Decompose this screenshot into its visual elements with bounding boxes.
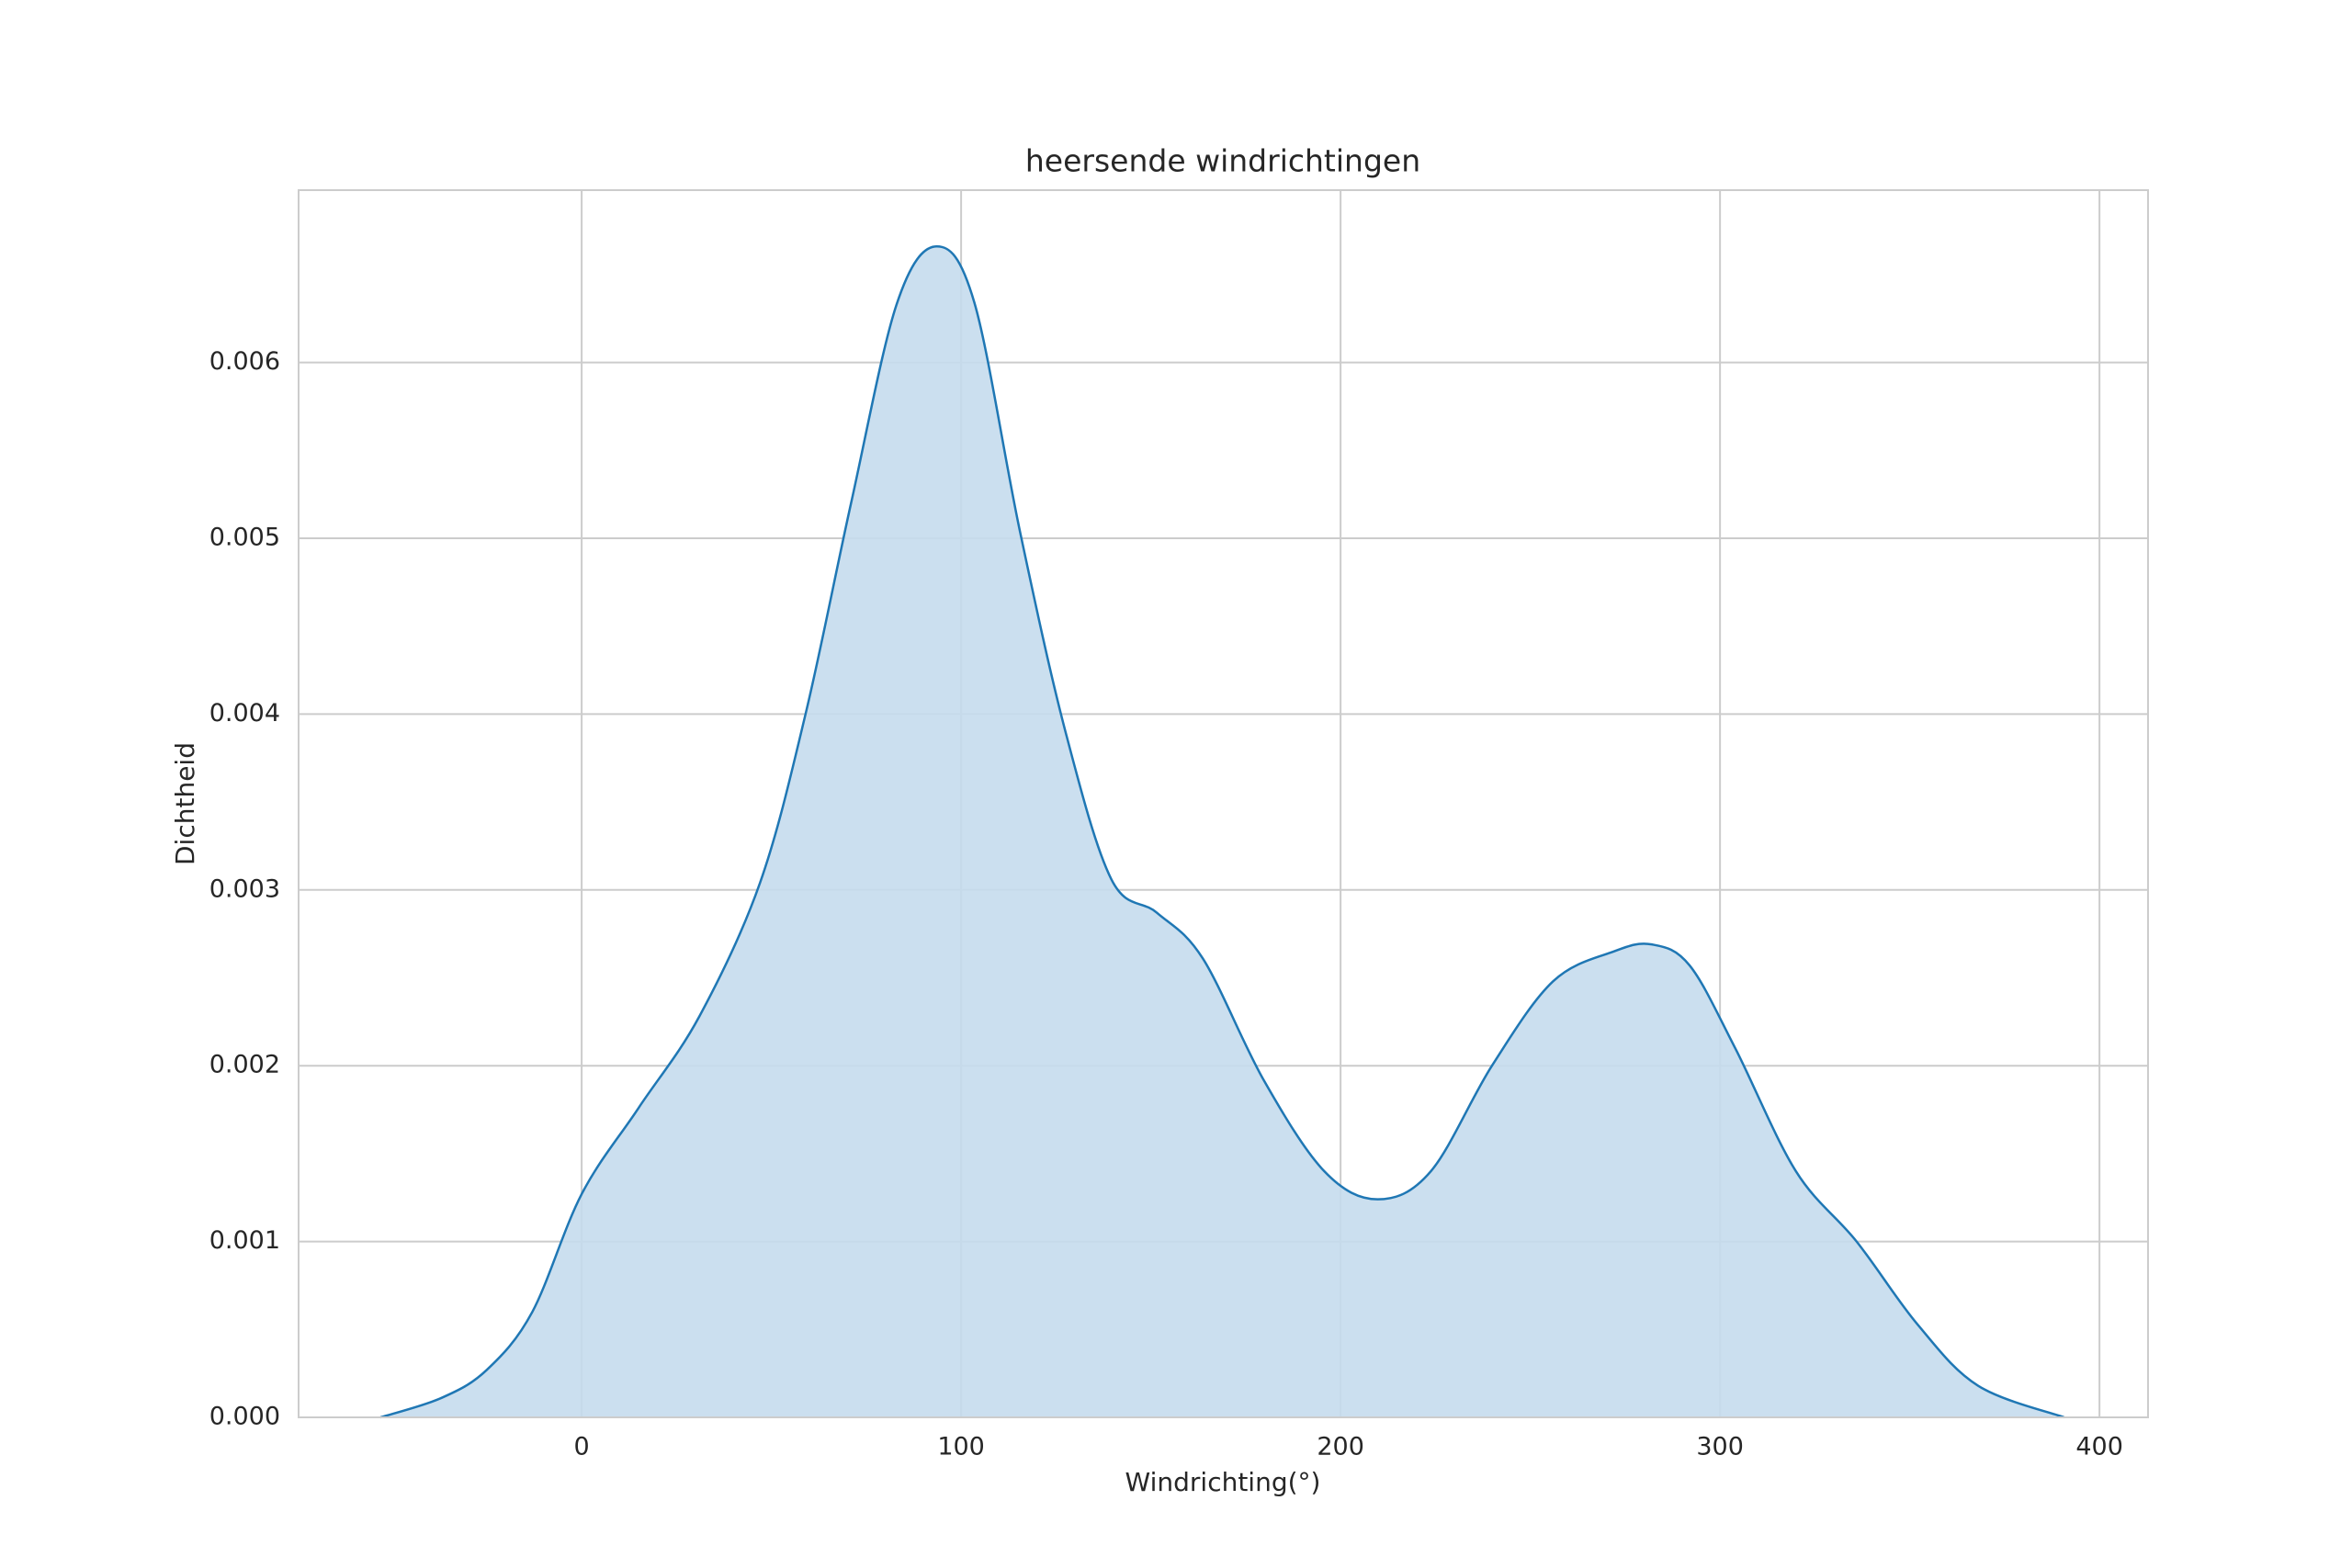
y-tick-label: 0.003 — [209, 874, 280, 903]
x-axis-label: Windrichting(°) — [1125, 1467, 1321, 1497]
y-tick-label: 0.002 — [209, 1051, 280, 1079]
y-tick-label: 0.004 — [209, 699, 280, 728]
plot-frame — [298, 189, 2149, 1418]
y-tick-label: 0.000 — [209, 1403, 280, 1431]
x-tick-label: 100 — [937, 1433, 985, 1461]
y-axis-label: Dichtheid — [170, 742, 200, 865]
x-tick-label: 200 — [1317, 1433, 1364, 1461]
y-tick-label: 0.001 — [209, 1226, 280, 1255]
y-tick-label: 0.005 — [209, 523, 280, 551]
x-tick-label: 0 — [574, 1433, 590, 1461]
density-line — [379, 244, 2065, 1419]
plot — [379, 244, 2065, 1419]
density-area — [380, 246, 2064, 1417]
x-tick-label: 300 — [1696, 1433, 1744, 1461]
x-tick-label: 400 — [2075, 1433, 2123, 1461]
y-tick-label: 0.006 — [209, 347, 280, 376]
chart-title: heersende windrichtingen — [1025, 143, 1420, 179]
